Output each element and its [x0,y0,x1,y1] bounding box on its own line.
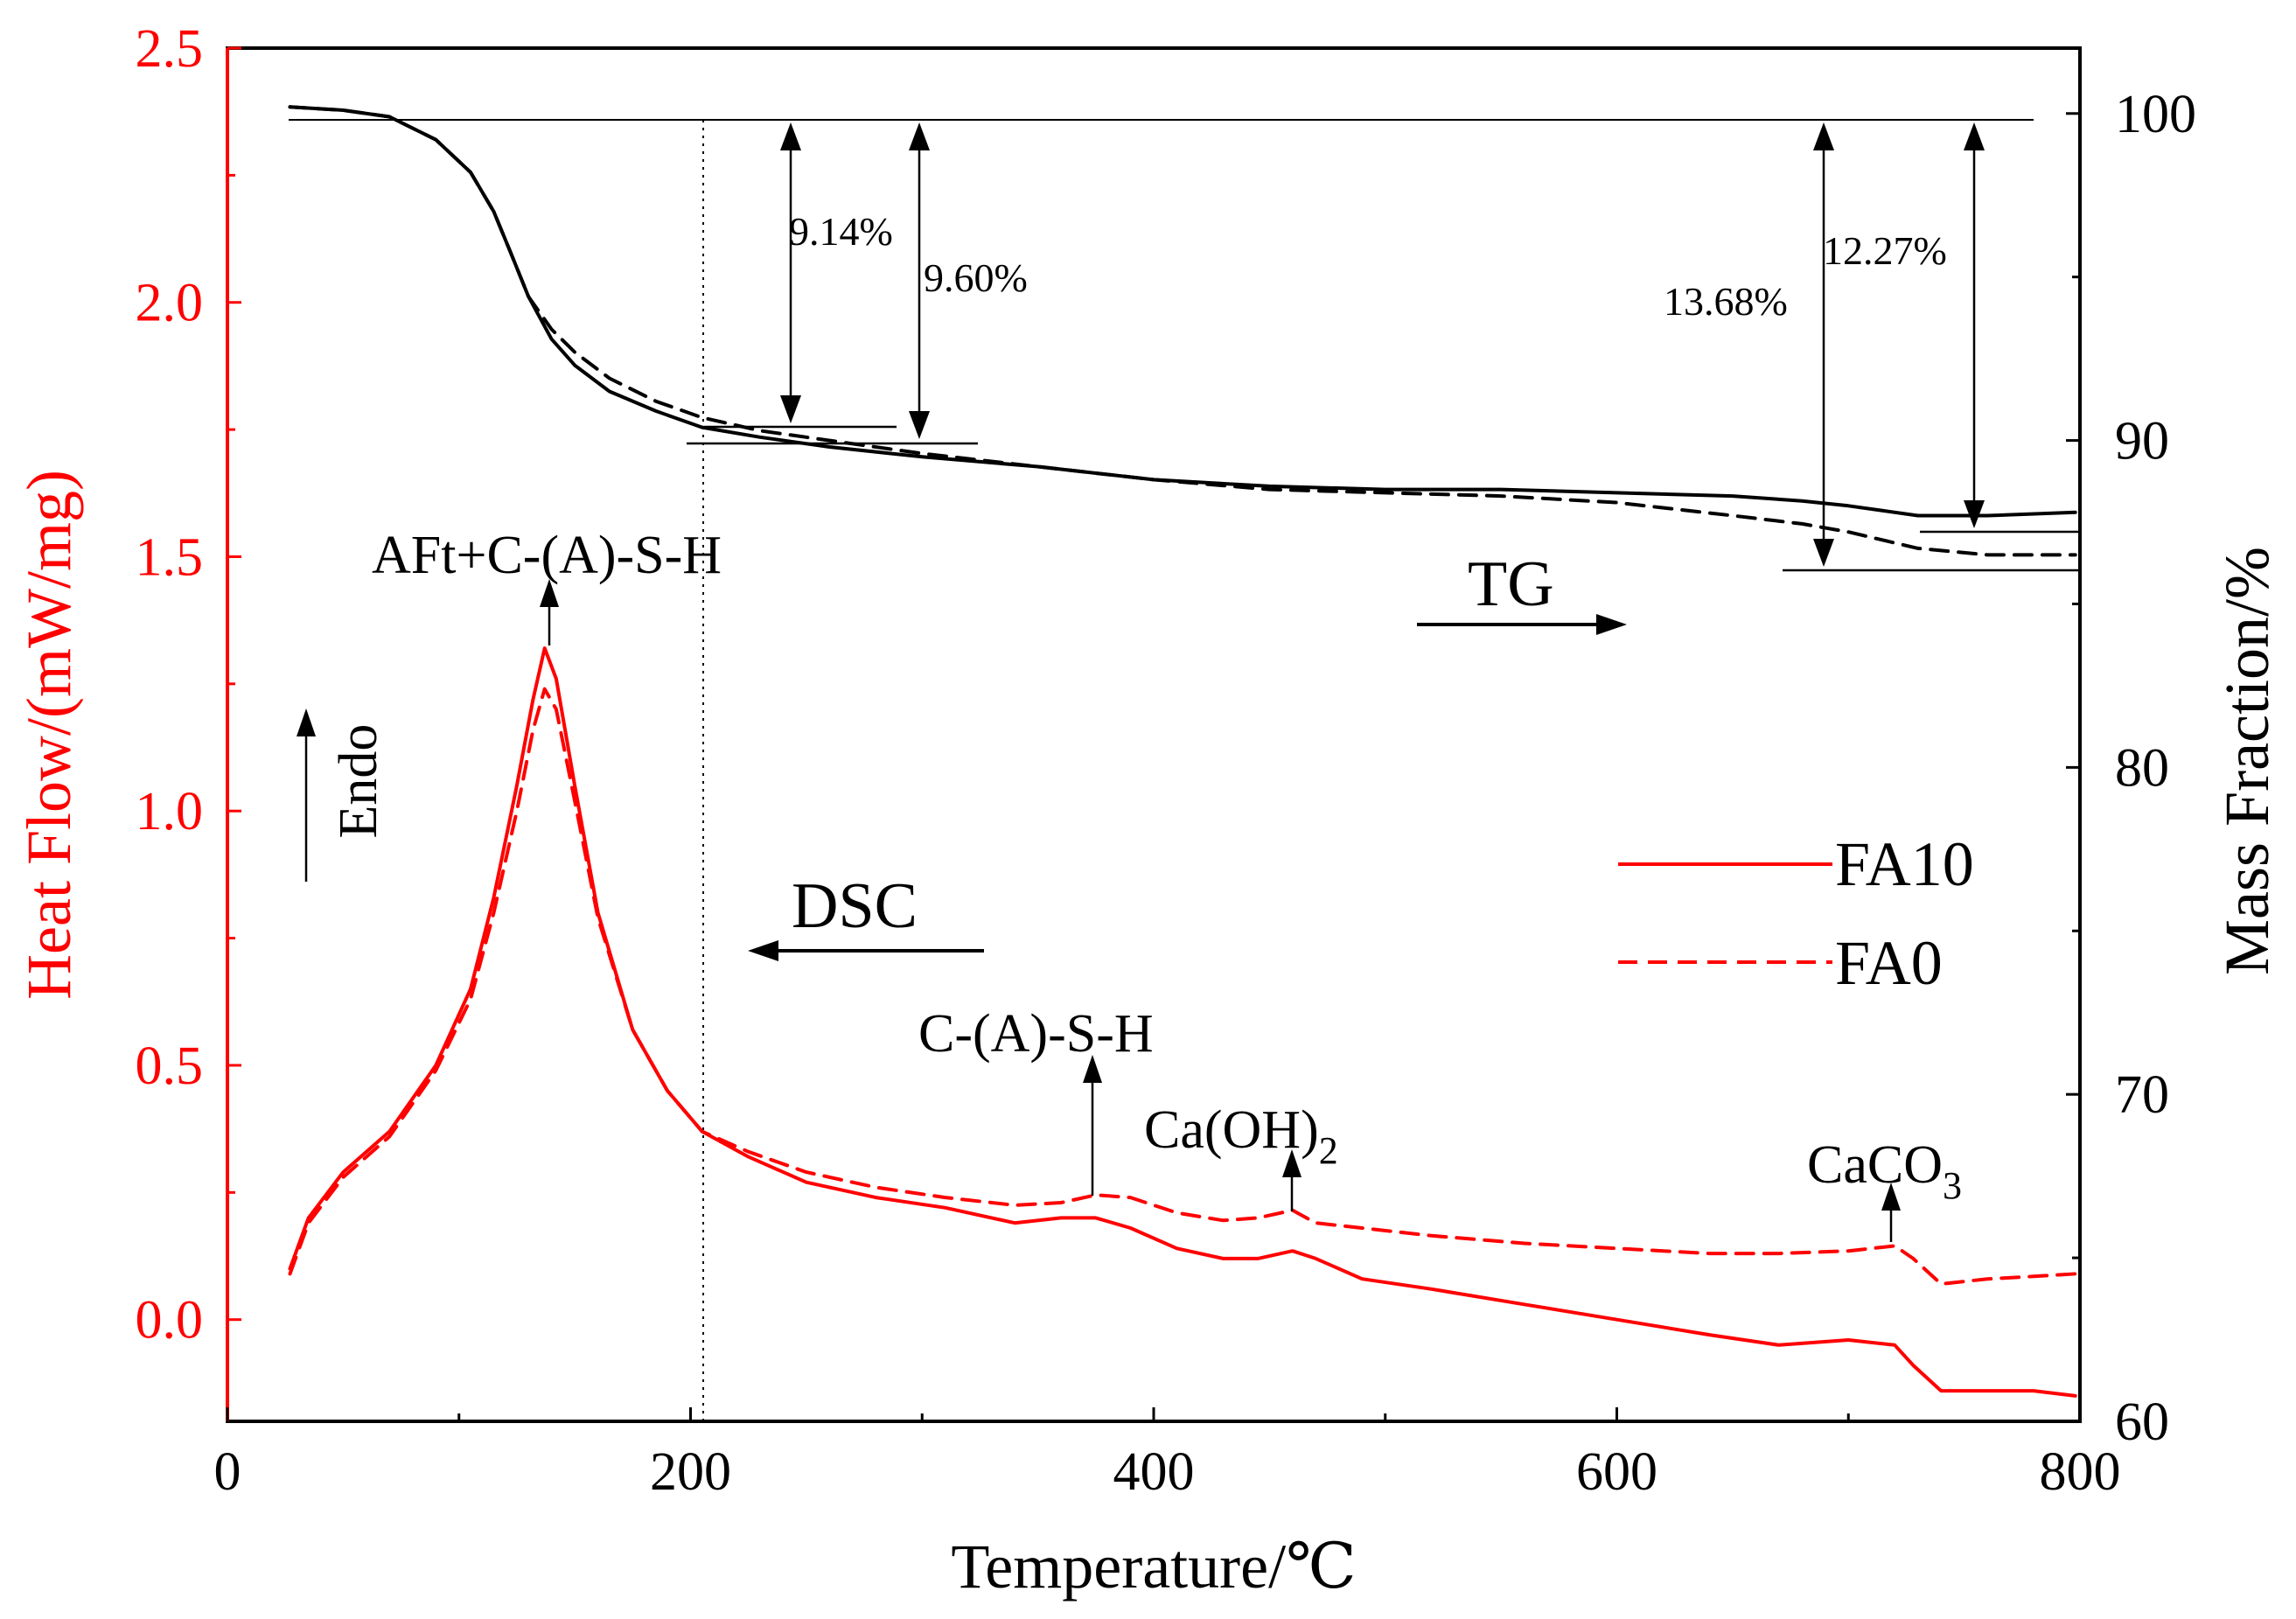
right-tick-label-90: 90 [2115,412,2169,471]
left-tick-label-5: 2.5 [136,19,204,79]
right-tick-label-70: 70 [2115,1065,2169,1125]
series-layer [288,105,2077,1398]
peak-arrow-csh [1083,1055,1102,1196]
annotation-tg: TG [1468,548,1554,620]
mass-loss-label-9-60: 9.60% [924,255,1028,300]
left-tick-label-2: 1.0 [136,782,204,841]
right-tick-label-60: 60 [2115,1392,2169,1452]
peak-arrow-cc [1881,1183,1901,1242]
x-tick-label-600: 600 [1576,1442,1657,1502]
peak-arrow-ch [1282,1149,1302,1211]
annotation-aft-csh: AFt+C-(A)-S-H [372,526,722,585]
annotation-caco3-sub: 3 [1943,1164,1962,1207]
left-tick-label-4: 2.0 [136,274,204,333]
left-axis-ticks: 0.0 0.5 1.0 1.5 2.0 2.5 [136,19,241,1350]
annotation-caoh2-sub: 2 [1319,1129,1338,1172]
peak-arrow-aft [540,579,559,646]
mass-loss-arrow-12-27 [1964,122,1985,528]
series-dsc-fa0-line [288,687,2077,1286]
right-axis-ticks: 60 70 80 90 100 [2066,85,2196,1452]
left-tick-label-1: 0.5 [136,1036,204,1096]
left-axis-title: Heat Flow/(mW/mg) [14,470,84,1000]
annotation-endo: Endo [329,724,388,839]
annotation-dsc: DSC [792,870,918,942]
x-tick-label-200: 200 [650,1442,731,1502]
x-tick-label-400: 400 [1113,1442,1195,1502]
x-axis-ticks: 0 200 400 600 800 [214,1407,2121,1502]
endo-arrow [297,708,316,882]
series-tg-fa0-line [288,105,2077,557]
x-tick-label-800: 800 [2040,1442,2121,1502]
legend: FA10 FA0 [1618,829,1974,998]
annotation-caco3: CaCO3 [1807,1135,1962,1207]
legend-label-fa10: FA10 [1835,829,1974,899]
mass-loss-arrow-13-68 [1813,122,1834,567]
annotation-caco3-base: CaCO [1807,1135,1943,1195]
dsc-direction-arrow [748,940,984,961]
mass-loss-label-9-14: 9.14% [789,209,893,254]
x-tick-label-0: 0 [214,1442,241,1502]
tg-direction-arrow [1417,614,1627,635]
right-tick-label-80: 80 [2115,738,2169,798]
legend-label-fa0: FA0 [1835,928,1943,998]
left-tick-label-0: 0.0 [136,1291,204,1350]
x-axis-title: Temperature/℃ [951,1532,1356,1602]
annotation-caoh2: Ca(OH)2 [1144,1100,1338,1172]
right-tick-label-100: 100 [2115,85,2196,144]
mass-loss-arrow-9-60 [909,122,930,439]
mass-loss-arrow-9-14 [780,122,801,423]
right-axis-title: Mass Fraction/% [2212,547,2282,975]
plot-frame [226,46,2082,1423]
annotation-caoh2-base: Ca(OH) [1144,1100,1319,1160]
mass-loss-label-12-27: 12.27% [1823,228,1947,273]
series-tg-fa10-line [288,105,2077,518]
series-dsc-fa10-line [288,646,2077,1398]
annotation-csh: C-(A)-S-H [918,1004,1154,1064]
mass-loss-label-13-68: 13.68% [1664,279,1788,324]
left-tick-label-3: 1.5 [136,527,204,587]
